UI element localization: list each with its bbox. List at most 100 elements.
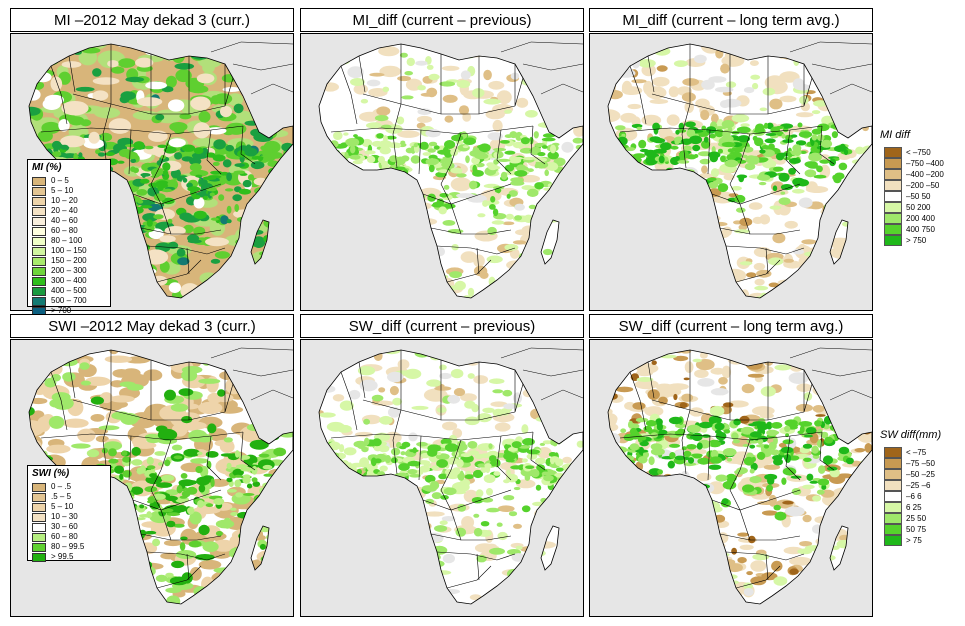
raster-cell xyxy=(508,190,518,197)
raster-cell xyxy=(251,506,265,513)
raster-cell xyxy=(491,220,505,225)
raster-cell xyxy=(394,166,406,171)
raster-cell xyxy=(689,193,699,202)
raster-cell xyxy=(500,292,515,298)
raster-cell xyxy=(813,578,826,588)
raster-cell xyxy=(219,370,243,381)
raster-cell xyxy=(277,247,289,258)
map-frame xyxy=(589,33,873,311)
raster-cell xyxy=(803,295,827,298)
raster-cell xyxy=(438,169,450,174)
country-border xyxy=(711,183,801,205)
raster-cell xyxy=(570,276,583,285)
raster-cell xyxy=(658,396,668,405)
raster-cell xyxy=(636,126,642,131)
raster-cell xyxy=(462,44,471,48)
legend-sw-diff: SW diff(mm) < –75 –75 –50 –50 –25 –25 –6 –6 … xyxy=(880,430,941,546)
raster-cell xyxy=(852,483,862,488)
raster-cell xyxy=(310,41,317,51)
raster-cell xyxy=(486,488,493,496)
raster-cell xyxy=(701,79,715,90)
raster-cell xyxy=(120,225,133,230)
raster-cell xyxy=(694,369,709,378)
raster-cell xyxy=(619,586,627,592)
raster-cell xyxy=(242,476,251,484)
raster-cell xyxy=(172,50,185,64)
raster-cell xyxy=(116,286,130,295)
country-border xyxy=(446,565,492,589)
raster-cell xyxy=(796,47,809,57)
raster-cell xyxy=(338,193,347,202)
raster-cell xyxy=(512,141,525,149)
raster-cell xyxy=(167,99,185,112)
raster-cell xyxy=(483,474,496,483)
country-border xyxy=(132,183,222,205)
legend-swatch xyxy=(884,502,902,513)
raster-cell xyxy=(763,464,781,470)
raster-cell xyxy=(101,447,108,454)
country-border xyxy=(392,133,398,169)
raster-cell xyxy=(860,44,872,52)
raster-cell xyxy=(633,153,646,159)
raster-cell xyxy=(642,181,650,190)
neighbor-outline xyxy=(540,83,583,95)
raster-cell xyxy=(644,201,666,210)
raster-cell xyxy=(778,172,790,182)
country-border xyxy=(436,245,516,255)
raster-cell xyxy=(399,590,406,596)
raster-cell xyxy=(473,265,488,277)
raster-cell xyxy=(750,155,760,165)
raster-cell xyxy=(647,218,663,227)
legend-swatch xyxy=(884,169,902,180)
raster-cell xyxy=(769,449,780,456)
raster-cell xyxy=(98,425,120,431)
raster-cell xyxy=(220,453,234,457)
raster-cell xyxy=(709,282,732,290)
country-border xyxy=(725,551,805,561)
raster-cell xyxy=(29,58,35,73)
raster-cell xyxy=(528,585,541,590)
raster-cell xyxy=(127,415,141,421)
raster-cell xyxy=(438,473,448,480)
raster-cell xyxy=(852,178,871,187)
raster-cell xyxy=(267,491,281,499)
raster-cell xyxy=(266,496,273,501)
raster-cell xyxy=(783,600,797,604)
raster-cell xyxy=(439,364,447,371)
legend-item: 400 – 500 xyxy=(32,286,106,296)
raster-cell xyxy=(133,141,145,150)
raster-cell xyxy=(319,241,328,247)
raster-cell xyxy=(237,598,247,604)
raster-cell xyxy=(609,353,626,359)
raster-cell xyxy=(233,103,244,114)
raster-cell xyxy=(425,268,438,274)
raster-cell xyxy=(838,162,848,171)
raster-cell xyxy=(773,458,783,466)
raster-cell xyxy=(848,415,856,421)
raster-cell xyxy=(639,436,647,441)
raster-cell xyxy=(149,473,157,478)
raster-cell xyxy=(259,543,266,550)
raster-cell xyxy=(648,456,655,466)
raster-cell xyxy=(262,380,275,390)
raster-cell xyxy=(619,484,629,494)
raster-cell xyxy=(266,499,272,507)
raster-cell xyxy=(693,494,707,499)
raster-cell xyxy=(115,245,121,250)
raster-cell xyxy=(451,134,464,142)
raster-cell xyxy=(700,109,710,121)
raster-cell xyxy=(731,186,742,191)
raster-cell xyxy=(253,351,275,364)
raster-cell xyxy=(110,545,120,557)
africa-map xyxy=(607,347,872,605)
raster-cell xyxy=(638,456,648,464)
raster-cell xyxy=(402,237,411,242)
legend-item: 40 – 60 xyxy=(32,216,106,226)
legend-item: 500 – 700 xyxy=(32,296,106,306)
country-border xyxy=(765,553,769,581)
raster-cell xyxy=(212,154,226,162)
raster-cell xyxy=(145,81,168,90)
raster-cell xyxy=(484,44,491,48)
raster-cell xyxy=(376,133,384,139)
raster-cell xyxy=(226,462,232,470)
